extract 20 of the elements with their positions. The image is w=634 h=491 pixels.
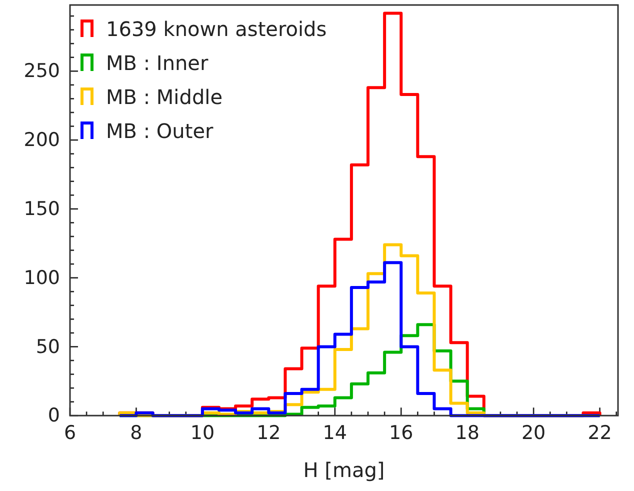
y-tick-label: 100 [24, 266, 60, 289]
legend-label: MB : Middle [106, 85, 222, 109]
x-tick-label: 6 [64, 422, 76, 444]
legend-label: MB : Inner [106, 51, 209, 75]
x-tick-label: 16 [389, 422, 414, 444]
y-tick-label: 250 [24, 60, 60, 82]
x-axis-title: H [mag] [303, 458, 385, 482]
y-tick-label: 0 [48, 404, 60, 427]
legend-label: 1639 known asteroids [106, 17, 327, 41]
x-tick-label: 22 [588, 422, 612, 444]
y-tick-label: 200 [24, 129, 60, 152]
y-tick-label: 150 [24, 198, 60, 220]
x-tick-label: 18 [455, 422, 480, 444]
x-tick-label: 8 [130, 422, 142, 444]
x-tick-label: 20 [521, 422, 546, 444]
x-tick-label: 12 [256, 422, 281, 444]
x-tick-label: 14 [322, 422, 347, 444]
legend-label: MB : Outer [106, 119, 214, 143]
y-tick-label: 50 [36, 336, 60, 358]
x-tick-label: 10 [190, 422, 215, 444]
